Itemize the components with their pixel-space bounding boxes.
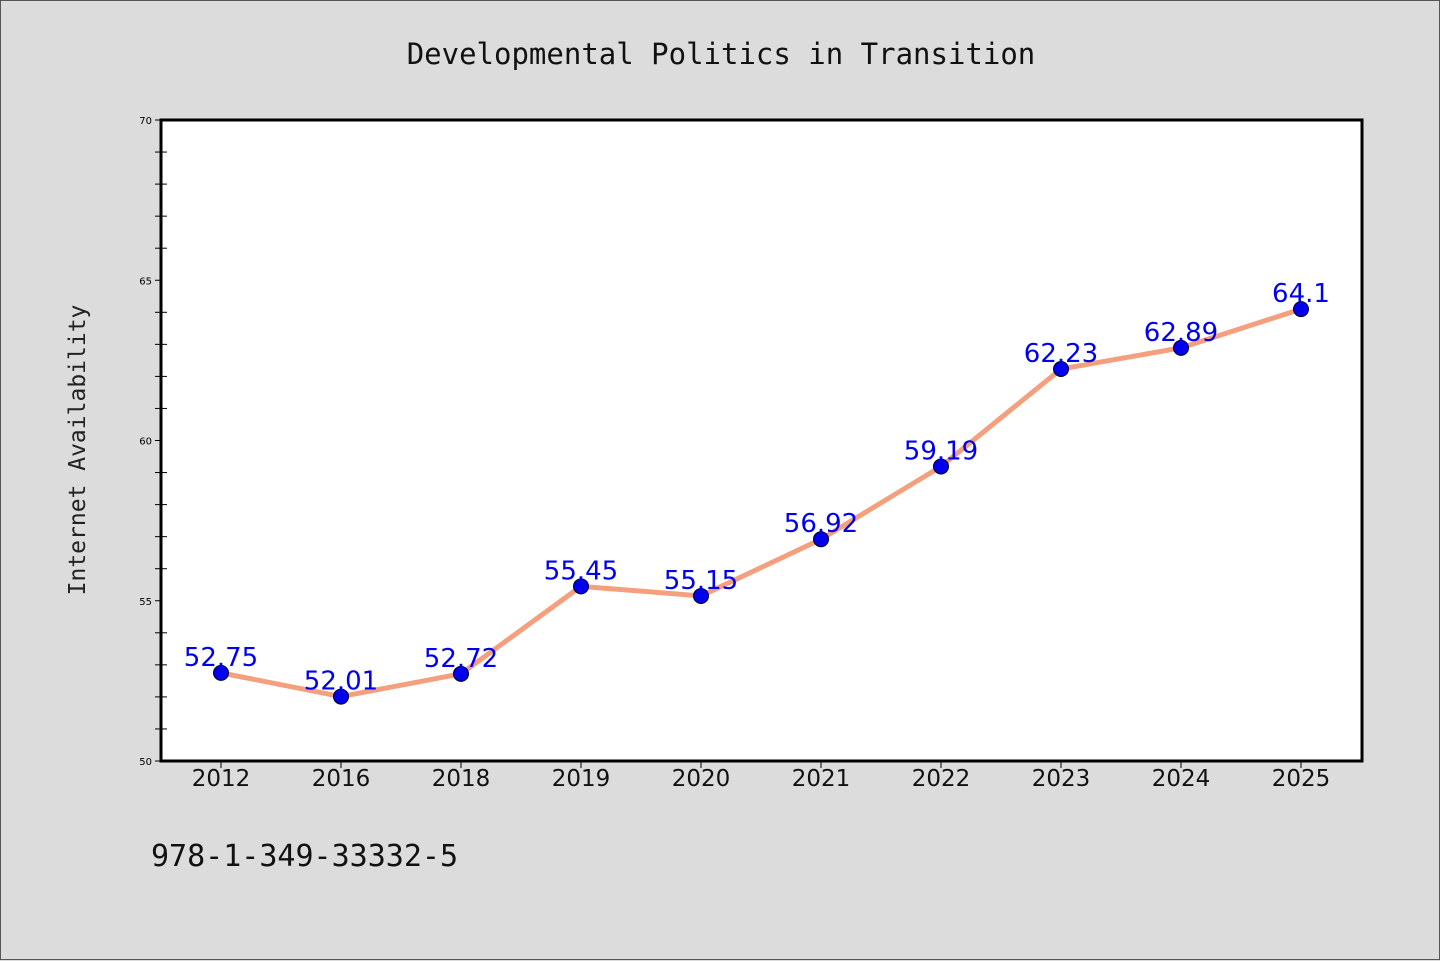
x-tick-label: 2023 [1032,766,1091,792]
data-label: 59.19 [904,436,978,466]
data-point [1053,361,1069,378]
x-tick-label: 2018 [432,766,491,792]
y-tick-labels: 50 55 60 65 70 [139,116,152,768]
data-points [213,301,1309,705]
series-line [218,306,1304,700]
isbn-label: 978-1-349-33332-5 [151,839,458,874]
chart-title: Developmental Politics in Transition [407,37,1036,71]
x-tick-labels: 2012 2016 2018 2019 2020 2021 2022 2023 2024 2025 [192,766,1331,792]
data-point [573,578,589,595]
data-label: 55.15 [664,566,738,596]
x-tick-label: 2021 [792,766,851,792]
data-point [333,688,349,705]
data-label: 52.72 [424,644,498,674]
x-tick-label: 2016 [312,766,371,792]
data-label: 62.23 [1024,339,1098,369]
data-point [1173,339,1189,356]
data-label: 64.1 [1272,279,1330,309]
y-tick-label: 65 [139,276,152,287]
data-point [453,665,469,682]
y-tick-label: 70 [139,116,152,127]
data-label: 62.89 [1144,318,1218,348]
data-point [813,531,829,548]
data-point [213,664,229,681]
plot-frame [159,118,1364,763]
data-labels: 52.75 52.01 52.72 55.45 55.15 56.92 59.19 62.23… [184,279,1330,696]
y-tick-label: 50 [139,757,152,768]
y-tick-label: 55 [139,597,152,608]
plot-area [161,120,1362,761]
data-label: 52.01 [304,667,378,697]
data-label: 52.75 [184,643,258,673]
x-tick-label: 2020 [672,766,731,792]
y-axis-label: Internet Availability [65,305,91,596]
x-tick-label: 2022 [912,766,971,792]
data-point [693,587,709,604]
data-label: 56.92 [784,509,858,539]
y-tick-label: 60 [139,437,152,448]
x-tick-label: 2019 [552,766,611,792]
x-tick-label: 2024 [1152,766,1211,792]
x-tick-label: 2012 [192,766,251,792]
data-label: 55.45 [544,556,618,586]
data-point [933,458,949,475]
x-tick-label: 2025 [1272,766,1331,792]
data-point [1293,301,1309,318]
